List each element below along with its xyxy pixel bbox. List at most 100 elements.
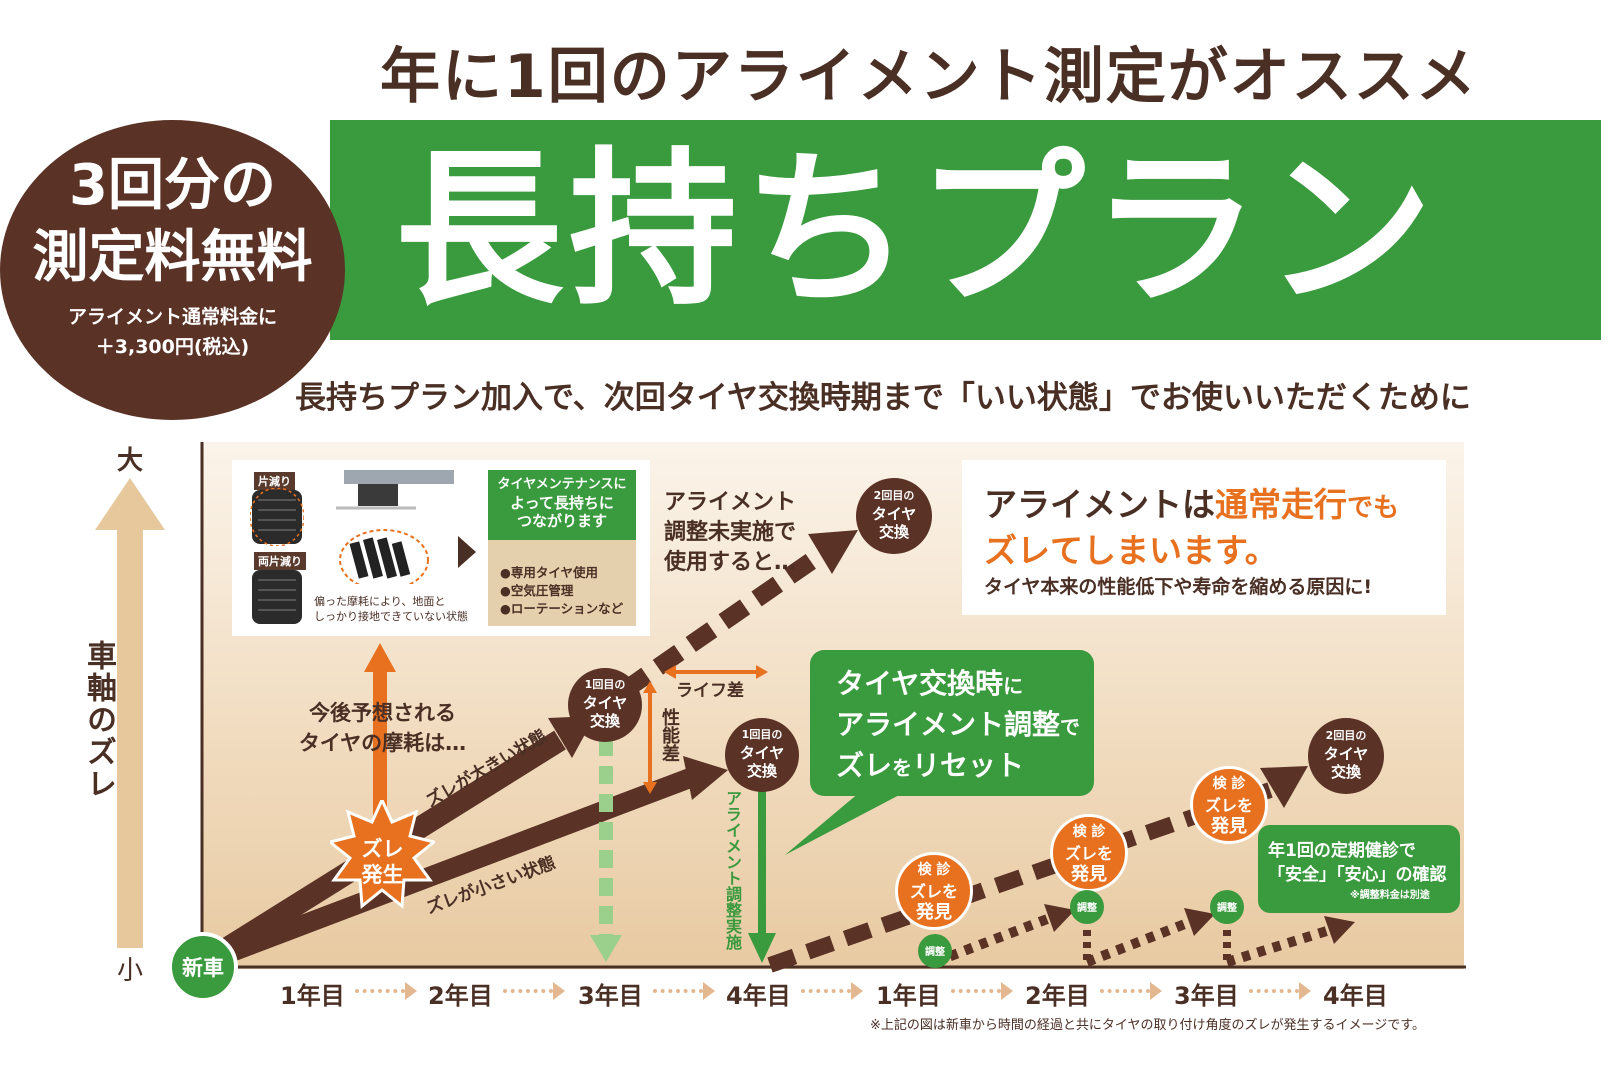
warning-line1: アライメントは通常走行でも bbox=[984, 478, 1399, 526]
inspection-l2: ズレを bbox=[1204, 796, 1253, 815]
warning-line1c: でも bbox=[1347, 493, 1400, 523]
wheel-alignment-icon bbox=[336, 470, 454, 584]
second-tyre-change-circle: 2回目の タイヤ 交換 bbox=[1308, 718, 1384, 794]
warning-line3: タイヤ本来の性能低下や寿命を縮める原因に! bbox=[984, 576, 1373, 598]
bubble-line2a: アライメント調整 bbox=[836, 708, 1061, 741]
inspection-l1: 検 診 bbox=[917, 862, 951, 878]
checkup-note: ※調整料金は別途 bbox=[1350, 890, 1430, 901]
plan-title: 長持ちプラン bbox=[395, 132, 1439, 328]
tyre-caption-2: しっかり接地できていない状態 bbox=[314, 610, 468, 623]
adjust-dot: 調整 bbox=[918, 934, 952, 968]
maintenance-item: ●専用タイヤ使用 bbox=[500, 565, 599, 580]
circle-line3: 交換 bbox=[1330, 763, 1361, 781]
unadjusted-line1: アライメント bbox=[664, 490, 797, 515]
x-label: 3年目 bbox=[1174, 982, 1239, 1010]
new-car-circle: 新車 bbox=[168, 932, 238, 1002]
maintenance-heading-1: タイヤメンテナンスに bbox=[497, 477, 627, 492]
free-measurement-badge bbox=[0, 120, 345, 420]
unadjusted-text: アライメント 調整未実施で 使用すると… bbox=[664, 488, 796, 578]
arrow-head-icon bbox=[1150, 982, 1162, 1000]
bubble-line3a: ズレ bbox=[836, 749, 893, 782]
bubble-line3c: リセット bbox=[912, 749, 1025, 782]
dotted-arrow bbox=[1249, 989, 1299, 993]
footnote: ※上記の図は新車から時間の経過と共にタイヤの取り付け角度のズレが発生するイメージ… bbox=[870, 1018, 1425, 1033]
dotted-arrow bbox=[503, 989, 553, 993]
subheadline: 長持ちプラン加入で、次回タイヤ交換時期まで「いい状態」でお使いいただくために bbox=[295, 380, 1471, 416]
x-label: 1年目 bbox=[280, 982, 345, 1010]
circle-line1: 1回目の bbox=[584, 678, 626, 691]
x-label: 4年目 bbox=[1323, 982, 1388, 1010]
maintenance-heading-2: よって長持ちに bbox=[510, 494, 614, 512]
circle-line2: タイヤ bbox=[1323, 745, 1369, 763]
maintenance-list: ●専用タイヤ使用 ●空気圧管理 ●ローテーションなど bbox=[488, 540, 636, 626]
inspection-circle: 検 診 ズレを 発見 bbox=[1050, 814, 1128, 892]
tyre-label-both-sides: 両片減り bbox=[254, 552, 306, 570]
arrow-head-icon bbox=[1299, 982, 1311, 1000]
circle-line3: 交換 bbox=[746, 762, 777, 780]
inspection-circle: 検 診 ズレを 発見 bbox=[1190, 766, 1268, 844]
y-axis-large: 大 bbox=[117, 446, 144, 476]
x-label: 2年目 bbox=[1025, 982, 1090, 1010]
dotted-arrow bbox=[801, 989, 851, 993]
adjust-dot: 調整 bbox=[1210, 890, 1244, 924]
bubble-line2: アライメント調整で bbox=[836, 703, 1080, 743]
future-wear-text: 今後予想される タイヤの摩耗は… bbox=[290, 698, 475, 758]
x-label: 3年目 bbox=[578, 982, 643, 1010]
bubble-line3: ズレをリセット bbox=[836, 744, 1024, 784]
shift-occurrence: ズレ 発生 bbox=[330, 836, 435, 888]
starburst-icon bbox=[330, 800, 435, 909]
dotted-arrow bbox=[653, 989, 703, 993]
tyre-caption-1: 偏った摩耗により、地面と bbox=[314, 595, 446, 608]
x-label: 4年目 bbox=[726, 982, 791, 1010]
tyre-label-one-side: 片減り bbox=[254, 472, 295, 490]
dotted-arrow bbox=[355, 989, 405, 993]
bubble-line1b: に bbox=[1003, 674, 1024, 698]
x-label: 1年目 bbox=[876, 982, 941, 1010]
arrow-head-icon bbox=[851, 982, 863, 1000]
inspection-l3: 発見 bbox=[916, 902, 952, 923]
inspection-circle: 検 診 ズレを 発見 bbox=[895, 852, 973, 930]
circle-line1: 2回目の bbox=[873, 489, 915, 502]
checkup-bubble bbox=[1258, 825, 1460, 913]
circle-line1: 2回目の bbox=[1325, 729, 1367, 742]
reset-speech-bubble bbox=[810, 650, 1094, 796]
warning-line1b: 通常走行 bbox=[1215, 485, 1347, 524]
bubble-line3b: を bbox=[892, 756, 913, 780]
future-line1: 今後予想される bbox=[309, 701, 456, 725]
inspection-l1: 検 診 bbox=[1212, 776, 1246, 792]
checkup-line1: 年1回の定期健診で bbox=[1268, 841, 1416, 861]
bubble-line1a: タイヤ交換時 bbox=[836, 667, 1004, 700]
y-axis-arrow bbox=[95, 478, 165, 948]
circle-line3: 交換 bbox=[589, 712, 620, 730]
plan-banner bbox=[330, 120, 1601, 340]
warning-box bbox=[962, 460, 1446, 615]
x-label: 2年目 bbox=[428, 982, 493, 1010]
second-tyre-change-circle: 2回目の タイヤ 交換 bbox=[856, 478, 932, 554]
future-line2: タイヤの摩耗は… bbox=[298, 731, 467, 755]
shift-occur-line2: 発生 bbox=[361, 863, 404, 887]
adjust-dot: 調整 bbox=[1070, 890, 1104, 924]
circle-line2: タイヤ bbox=[739, 744, 785, 762]
chevron-right-icon bbox=[458, 536, 476, 568]
arrow-head-icon bbox=[405, 982, 417, 1000]
tyre-icon bbox=[252, 570, 302, 624]
checkup-line2: 「安全」「安心」の確認 bbox=[1268, 865, 1447, 885]
inspection-l1: 検 診 bbox=[1072, 824, 1106, 840]
maintenance-item: ●空気圧管理 bbox=[500, 583, 574, 598]
circle-line1: 1回目の bbox=[741, 728, 783, 741]
performance-difference: 性能差 bbox=[659, 708, 680, 762]
headline: 年に1回のアライメント測定がオススメ bbox=[380, 42, 1478, 112]
arrow-head-icon bbox=[703, 982, 715, 1000]
badge-price: ＋3,300円(税込) bbox=[95, 336, 250, 358]
maintenance-heading-3: つながります bbox=[516, 512, 607, 530]
shift-occur-line1: ズレ bbox=[361, 837, 404, 861]
inspection-l2: ズレを bbox=[909, 882, 958, 901]
circle-line3: 交換 bbox=[878, 523, 909, 541]
first-tyre-change-circle: 1回目の タイヤ 交換 bbox=[725, 718, 799, 792]
arrow-head-icon bbox=[553, 982, 565, 1000]
bubble-line2b: で bbox=[1060, 715, 1081, 739]
alignment-done-label: アライメント調整実施 bbox=[723, 790, 742, 950]
first-tyre-change-circle: 1回目の タイヤ 交換 bbox=[568, 668, 642, 742]
inspection-l3: 発見 bbox=[1211, 816, 1247, 837]
circle-line2: タイヤ bbox=[582, 694, 628, 712]
